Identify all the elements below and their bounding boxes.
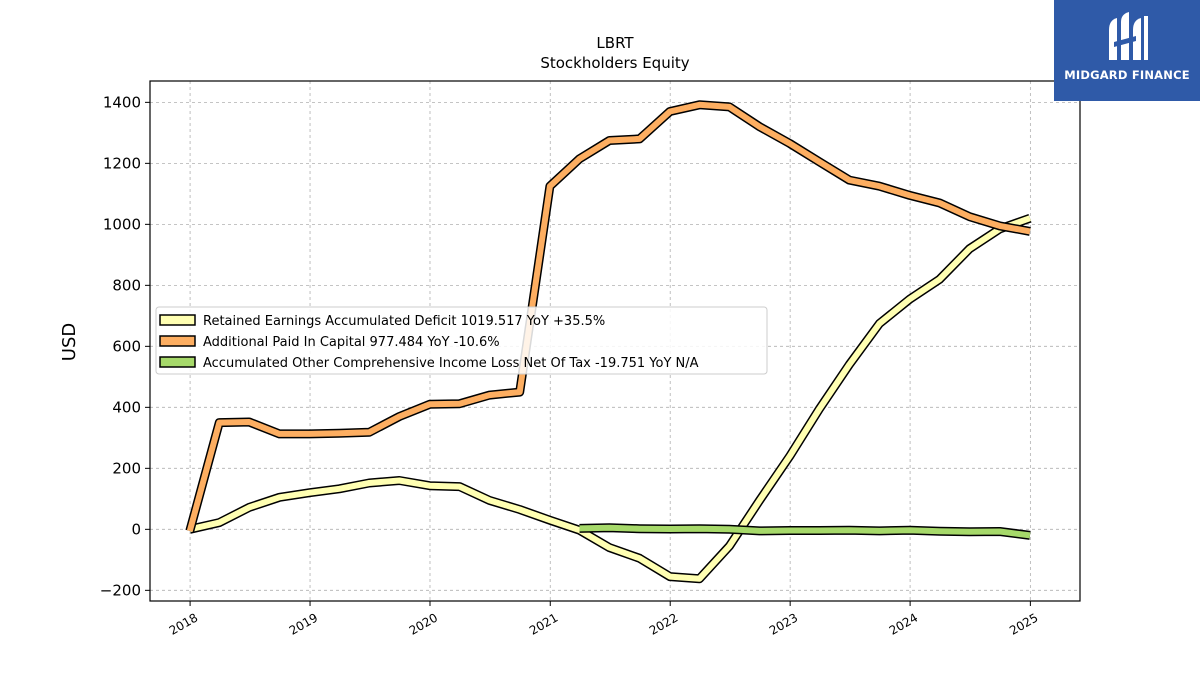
legend-label: Additional Paid In Capital 977.484 YoY -…: [203, 335, 500, 350]
x-tick-label: 2021: [527, 610, 560, 637]
legend-label: Accumulated Other Comprehensive Income L…: [203, 356, 699, 371]
brand-logo: MIDGARD FINANCE: [1054, 0, 1200, 101]
series-stroke: [189, 215, 1032, 582]
y-tick-label: 0: [131, 520, 141, 538]
y-axis-label: USD: [59, 323, 80, 361]
brand-name: MIDGARD FINANCE: [1064, 68, 1190, 82]
series-line-3: [579, 523, 1031, 540]
y-tick-label: 800: [112, 276, 141, 294]
chart-title: LBRT: [596, 34, 634, 52]
series-stroke: [186, 101, 1031, 532]
x-tick-label: 2018: [167, 610, 200, 637]
x-tick-label: 2025: [1007, 610, 1040, 637]
x-tick-label: 2022: [647, 610, 680, 637]
x-tick-label: 2019: [287, 610, 320, 637]
series-line-1: [188, 213, 1032, 584]
legend-box: [155, 306, 768, 375]
midgard-logo-icon: [1109, 12, 1148, 60]
legend-swatch: [159, 314, 196, 326]
y-tick-label: 1200: [103, 154, 141, 172]
x-tick-label: 2024: [887, 610, 920, 637]
x-axis-ticks: 2018 2019 2020 2021 2022 2023 2024 2025: [167, 601, 1041, 638]
series-line-2: [185, 100, 1031, 533]
chart-subtitle: Stockholders Equity: [540, 54, 689, 72]
x-tick-label: 2023: [767, 610, 800, 637]
series-stroke: [579, 524, 1031, 539]
y-tick-label: 1400: [103, 93, 141, 111]
y-axis-ticks: −200 0 200 400 600 800 1000 1200 1400: [100, 93, 150, 599]
y-tick-label: 1000: [103, 215, 141, 233]
y-tick-label: 400: [112, 398, 141, 416]
legend-swatch: [159, 356, 196, 368]
legend-label: Retained Earnings Accumulated Deficit 10…: [203, 314, 605, 329]
legend-swatch: [159, 335, 196, 347]
plot-frame: [149, 80, 1081, 602]
legend: Retained Earnings Accumulated Deficit 10…: [155, 306, 768, 375]
y-tick-label: 200: [112, 459, 141, 477]
y-tick-label: 600: [112, 337, 141, 355]
series-layer: [185, 100, 1032, 584]
x-tick-label: 2020: [407, 610, 440, 637]
y-tick-label: −200: [100, 581, 141, 599]
grid: [150, 81, 1080, 601]
